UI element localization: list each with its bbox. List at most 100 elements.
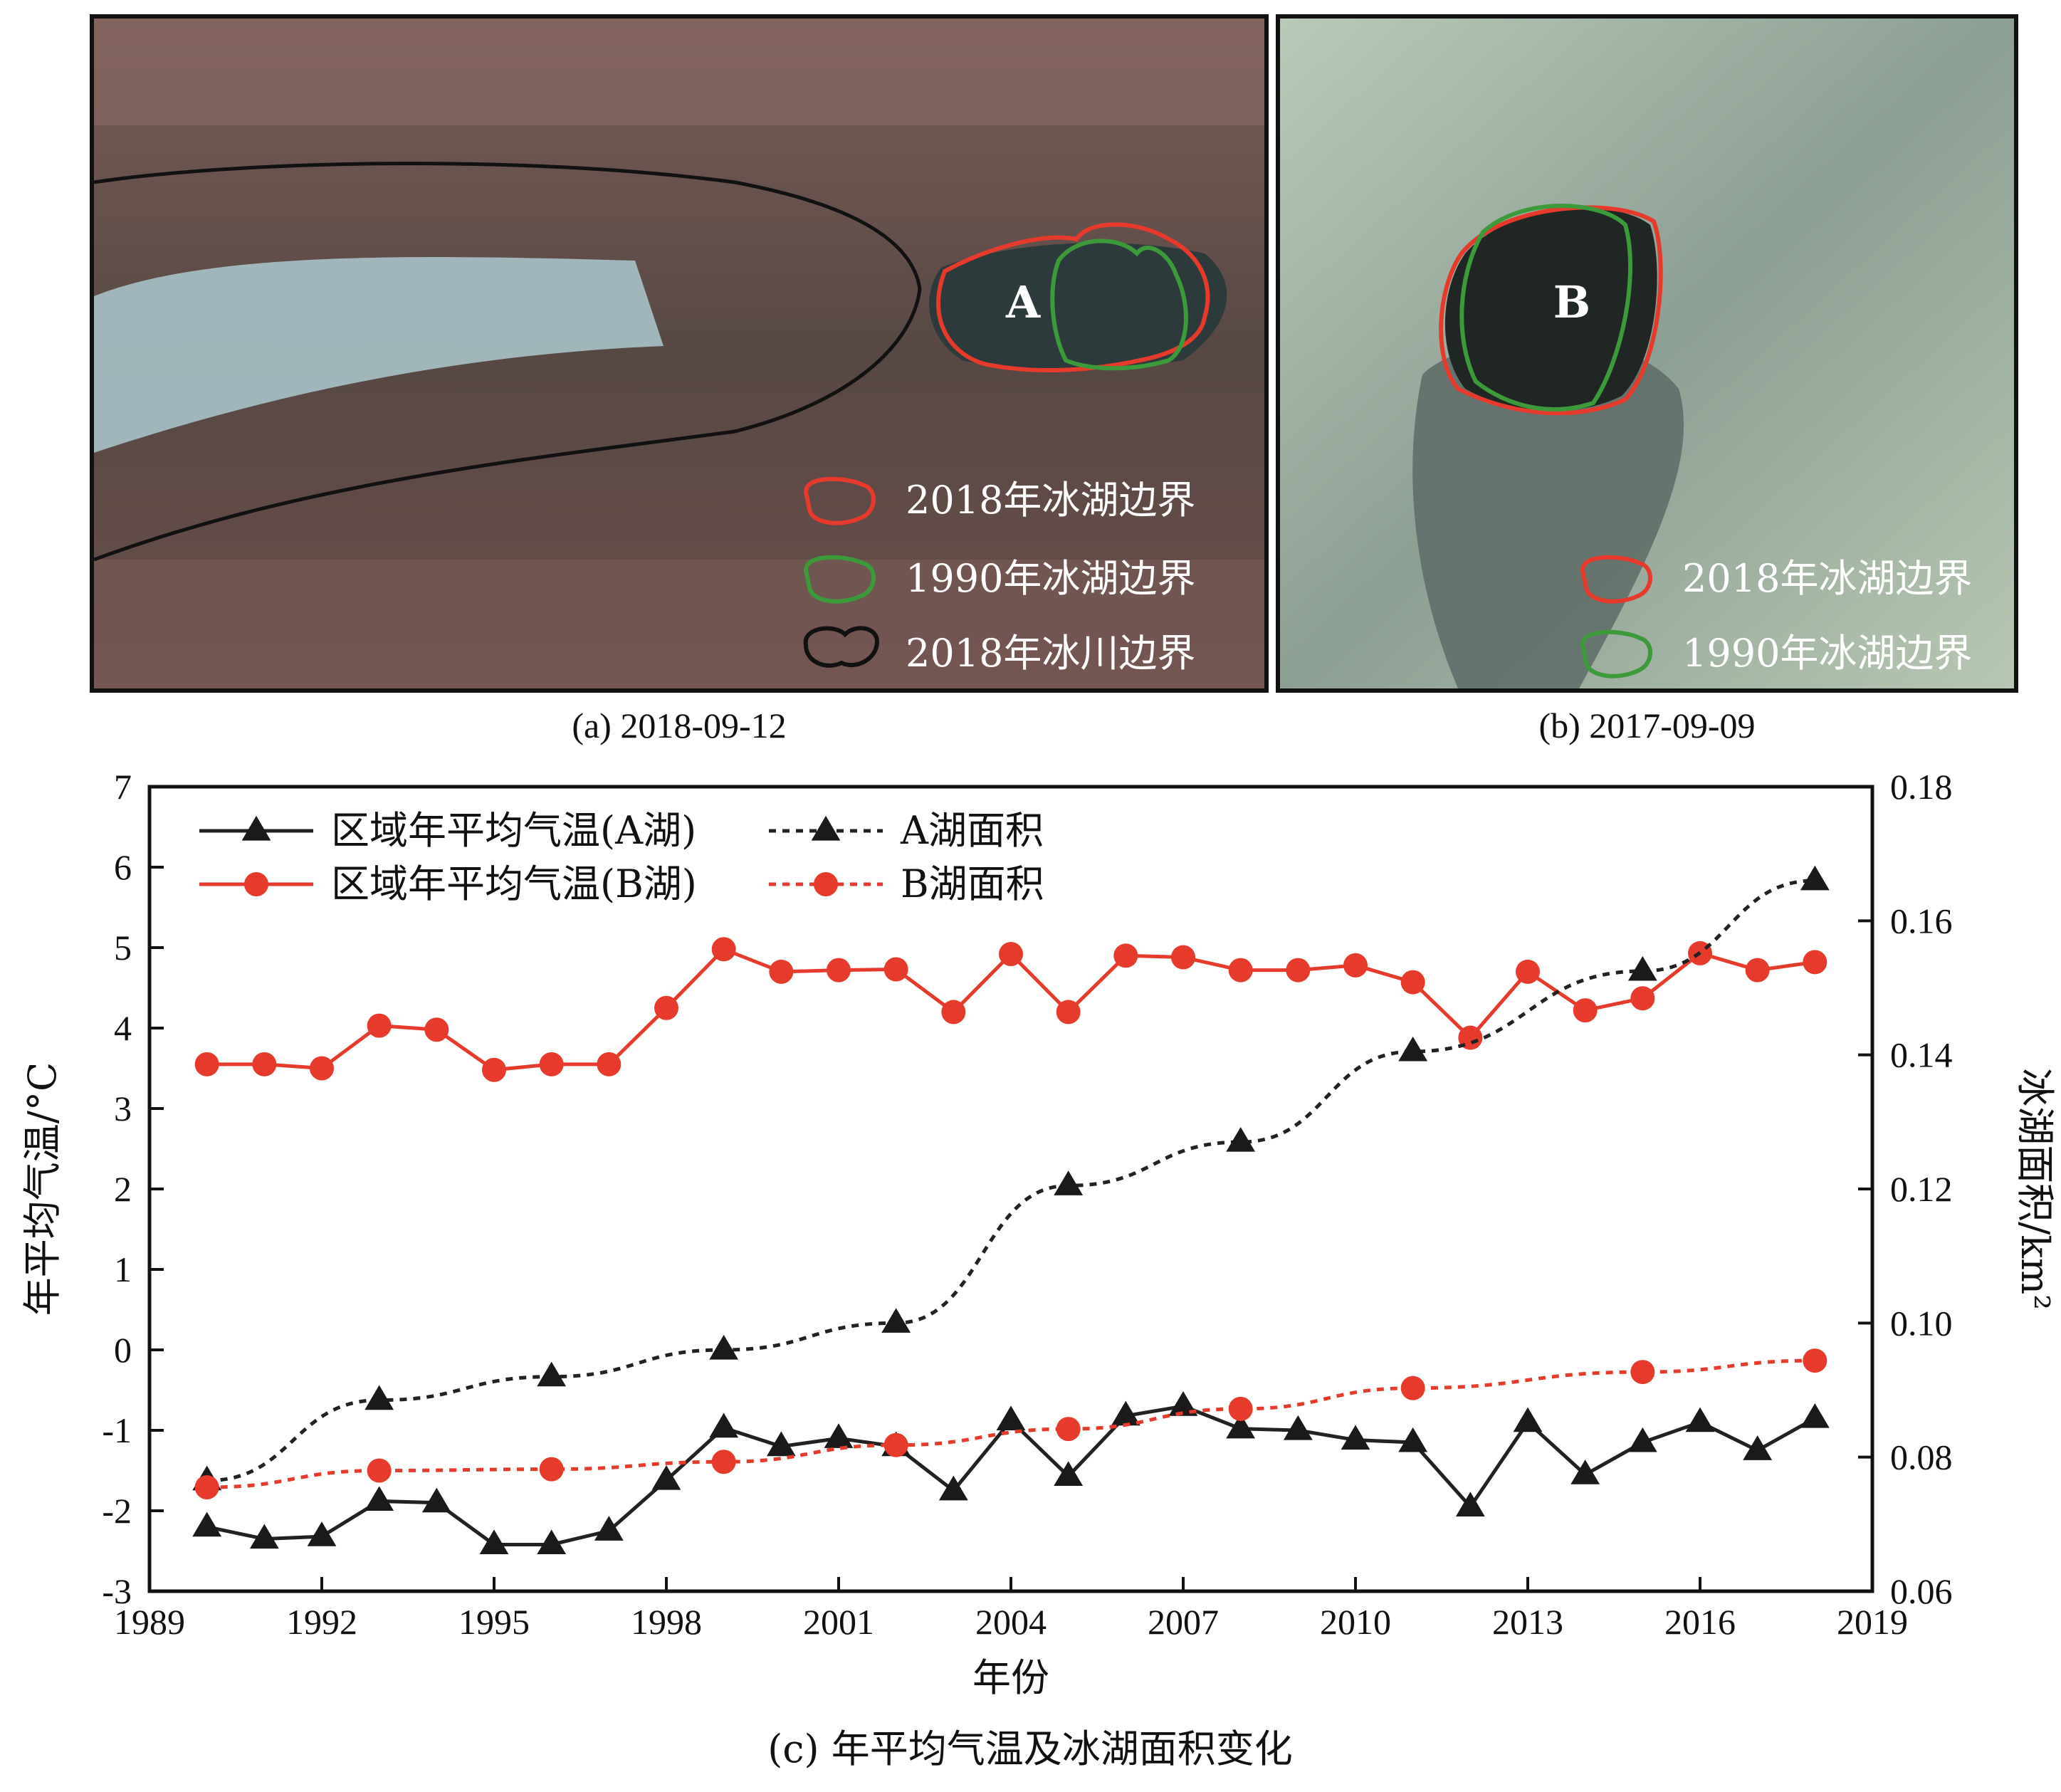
legend-label-1: A湖面积 [900,808,1044,853]
temperature-area-chart: 1989 1992 1995 1998 2001 2004 2007 2010 2013 2016… [20,767,2057,1771]
temp-b-point [310,1056,334,1081]
temp-b-point [1400,970,1425,995]
y-left-tick-label: 0 [114,1330,132,1370]
area-b-line [206,1358,1815,1489]
temp-b-point [1343,953,1368,978]
lake-b-label: B [1553,276,1590,328]
temp-a-point [307,1521,337,1546]
temp-b-point [424,1017,449,1042]
caption-a: (a) 2018-09-12 [572,706,787,745]
temp-a-point [1341,1425,1370,1450]
temp-a-point [824,1423,854,1448]
legend-b-2018-lake-label: 2018年冰湖边界 [1682,556,1972,601]
temp-a-point [249,1524,279,1549]
temp-b-point [194,1052,219,1076]
y-left-tick-label: 1 [114,1249,132,1289]
x-tick-label: 1992 [286,1602,357,1642]
y-right-tick-label: 0.16 [1890,901,1953,940]
y-right-tick-label: 0.18 [1890,767,1953,807]
temp-b-point [597,1052,622,1076]
legend-b-2018-lake-swatch [1580,555,1652,604]
x-tick-label: 1995 [458,1602,530,1642]
temp-a-point [1570,1460,1600,1484]
temp-a-point [996,1405,1026,1431]
panel-b-legend: 2018年冰湖边界 1990年冰湖边界 [1580,555,1972,678]
y-right-tick-label: 0.10 [1890,1303,1953,1343]
temp-a-point [1054,1461,1084,1487]
x-tick-label: 2010 [1320,1602,1391,1642]
y-left-tick-label: 7 [114,767,132,807]
y-left-axis-label: 年平均气温/°C [20,1062,65,1316]
area-a-point [1627,955,1657,981]
satellite-image-b-drawing: B 2018年冰湖边界 1990年冰湖边界 [1280,19,2014,688]
x-tick-label: 1998 [631,1602,702,1642]
x-tick-label: 2016 [1664,1602,1736,1642]
temp-b-point [883,957,908,982]
y-right-tick-label: 0.06 [1890,1571,1953,1611]
temp-a-point [766,1431,796,1457]
area-a-line [206,879,1815,1483]
temp-a-point [537,1529,567,1555]
temp-a-point [1111,1400,1140,1426]
temp-b-point [1745,958,1770,983]
temp-b-point [1228,958,1253,983]
y-right-axis-label: 冰湖面积/km² [2013,1068,2057,1310]
legend-label-0: 区域年平均气温(A湖) [331,808,696,853]
legend-2018-lake-label: 2018年冰湖边界 [906,478,1195,523]
legend-2018-glacier-swatch [803,626,880,668]
panel-a-legend: 2018年冰湖边界 1990年冰湖边界 2018年冰川边界 [803,476,1195,676]
area-b-point [539,1457,564,1482]
y-left-tick-label: -2 [102,1491,132,1531]
temp-b-point [1630,986,1655,1011]
temp-a-point [1455,1492,1485,1516]
temp-b-point [367,1013,392,1038]
temp-a-point [1743,1435,1773,1460]
temp-a-point [1685,1407,1715,1432]
temp-a-point [1226,1413,1256,1439]
lake-a-boundary-2018 [936,222,1210,373]
lake-a-water [929,243,1227,371]
area-a-point [1054,1170,1084,1195]
temp-a-point [1627,1427,1657,1452]
temp-b-point [1056,1000,1081,1025]
temp-a-point [1513,1407,1543,1432]
x-tick-label: 2007 [1148,1602,1219,1642]
temp-b-point [769,959,794,984]
x-tick-label: 2013 [1492,1602,1563,1642]
area-b-point [1803,1348,1827,1373]
area-a-point [1800,865,1830,891]
temp-b-point [1803,950,1827,975]
y-right-tick-label: 0.14 [1890,1035,1953,1075]
legend-1990-lake-label: 1990年冰湖边界 [906,556,1195,601]
x-tick-label: 2001 [803,1602,874,1642]
lake-a-label: A [1005,276,1041,328]
temp-a-point [1168,1391,1198,1416]
legend-marker-1 [811,815,841,841]
area-a-point [709,1334,739,1360]
y-right-tick-label: 0.12 [1890,1169,1953,1209]
area-b-point [1228,1396,1253,1421]
lake-a-boundary-1990 [1050,239,1188,371]
area-a-point [365,1385,394,1410]
area-b-point [1630,1360,1655,1385]
x-tick-label: 2019 [1837,1602,1908,1642]
temp-b-point [482,1057,506,1082]
temp-b-point [1516,959,1540,984]
glacier-ice-region [94,257,664,453]
temp-a-point [938,1475,968,1501]
temp-a-point [192,1511,222,1537]
satellite-image-b: B 2018年冰湖边界 1990年冰湖边界 [1276,14,2018,693]
plot-frame [147,785,1874,1593]
area-a-point [881,1308,911,1333]
temp-b-point [654,995,678,1020]
y-left-tick-label: 4 [114,1008,132,1048]
y-right-tick-label: 0.08 [1890,1437,1953,1477]
x-tick-label: 2004 [975,1602,1047,1642]
satellite-image-a: A 2018年冰湖边界 1990年冰湖边界 2018年冰川边界 [90,14,1269,693]
temp-b-point [252,1052,277,1076]
legend-2018-lake-swatch [803,476,876,525]
temp-b-point [1573,998,1598,1023]
legend-label-2: 区域年平均气温(B湖) [331,861,697,906]
lake-b-water [1444,208,1657,412]
legend-b-1990-lake-swatch [1580,629,1652,678]
